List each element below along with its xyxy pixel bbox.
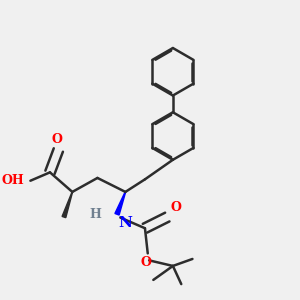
Text: O: O <box>141 256 152 269</box>
Text: O: O <box>52 133 62 146</box>
Text: H: H <box>90 208 102 221</box>
Text: O: O <box>170 201 181 214</box>
Text: N: N <box>118 216 132 230</box>
Polygon shape <box>115 192 126 215</box>
Text: OH: OH <box>2 174 24 187</box>
Polygon shape <box>62 192 73 218</box>
